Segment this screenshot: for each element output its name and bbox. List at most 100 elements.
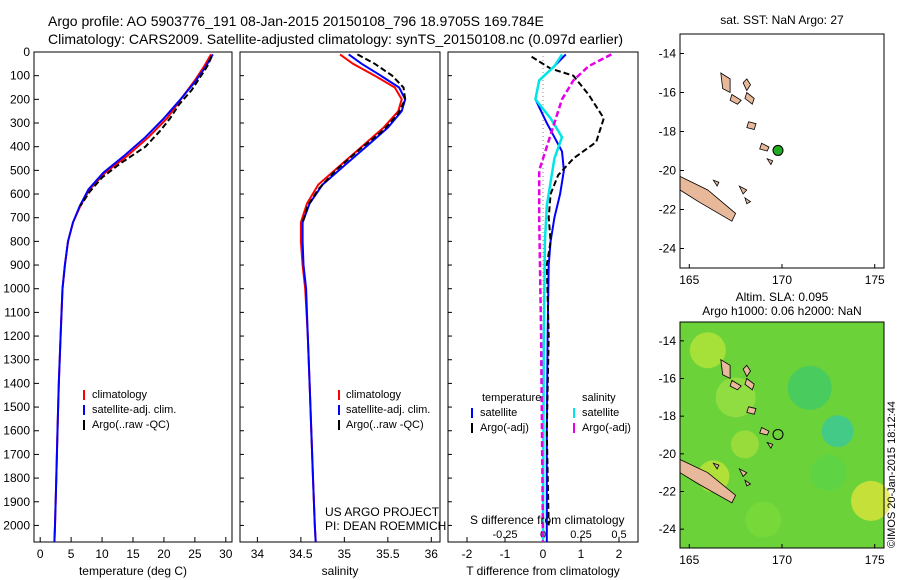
plot-frame: [33, 51, 233, 543]
diff-top-xlabel: S difference from climatology: [470, 513, 625, 527]
map-y-tick-label: -22: [659, 203, 677, 217]
land-island: [744, 196, 752, 205]
x-tick-label: 20: [157, 547, 171, 561]
y-tick-label: 700: [10, 211, 30, 225]
land-island: [759, 142, 770, 152]
map-y-tick-label: -16: [659, 372, 677, 386]
x-tick-label: 35.5: [376, 547, 400, 561]
sla-blob: [810, 454, 847, 491]
map-x-tick-label: 175: [865, 553, 885, 567]
land-island: [766, 158, 774, 166]
y-tick-label: 200: [10, 92, 30, 106]
sla-blob: [689, 332, 726, 369]
land-island: [720, 72, 731, 94]
land-island: [744, 377, 755, 391]
land-island: [712, 179, 720, 187]
y-tick-label: 400: [10, 140, 30, 154]
x-axis-label: T difference from climatology: [466, 564, 620, 578]
top-tick-label: 0.5: [611, 529, 626, 541]
legend-climatology: climatology: [346, 389, 402, 401]
y-tick-label: 1100: [4, 305, 30, 319]
temperature-panel: 0 5 10 15 20 25 30 temperature (deg C) 0 100 200 30…: [3, 45, 233, 578]
temp-argo-line: [531, 55, 605, 526]
map-x-tick-label: 175: [865, 273, 885, 287]
map-x-tick-label: 170: [772, 553, 792, 567]
x-tick-label: -2: [462, 547, 473, 561]
y-tick-label: 1000: [3, 282, 30, 296]
x-tick-label: -1: [500, 547, 511, 561]
y-tick-label: 1200: [3, 329, 30, 343]
y-tick-label: 1300: [3, 353, 30, 367]
sla-blob: [821, 415, 854, 448]
difference-panel: -2 -1 0 1 2 T difference from climatology -0.2…: [447, 51, 639, 578]
y-tick-label: 1500: [3, 400, 30, 414]
legend-sal-argo: Argo(-adj): [582, 422, 631, 434]
sla-map: 165 170 175 -14 -16 -18 -20 -22 -24 Altim. SLA: 0…: [659, 290, 898, 567]
x-tick-label: 0: [37, 547, 44, 561]
land-island: [744, 479, 752, 487]
land-island: [766, 441, 774, 450]
map-x-tick-label: 165: [679, 273, 699, 287]
land-island: [746, 406, 757, 415]
x-tick-label: 35: [338, 547, 352, 561]
y-tick-label: 300: [10, 116, 30, 130]
legend-sal-satellite: satellite: [582, 407, 619, 419]
sal-satellite-line: [534, 53, 564, 543]
sla-blob: [745, 501, 782, 538]
x-tick-label: 10: [95, 547, 109, 561]
map-y-tick-label: -24: [659, 242, 677, 256]
sla-blob: [851, 480, 892, 521]
legend-satellite: satellite-adj. clim.: [346, 404, 430, 416]
land-island: [729, 379, 742, 391]
map-y-tick-label: -24: [659, 522, 677, 536]
salinity-panel: 34 34.5 35 35.5 36 salinity climatology satelli…: [239, 51, 441, 578]
map-y-tick-label: -18: [659, 409, 677, 423]
legend-salinity-title: salinity: [582, 392, 616, 404]
sla-blob: [715, 377, 756, 418]
legend-argo: Argo(..raw -QC): [346, 419, 424, 431]
y-tick-label: 2000: [3, 518, 30, 532]
x-tick-label: 25: [188, 547, 202, 561]
map-x-tick-label: 165: [679, 553, 699, 567]
sal-argo-line: [537, 53, 612, 543]
x-tick-label: 15: [126, 547, 140, 561]
legend-satellite: satellite-adj. clim.: [92, 404, 176, 416]
land-island: [729, 93, 742, 105]
map-y-tick-label: -18: [659, 125, 677, 139]
sst-title: sat. SST: NaN Argo: 27: [720, 13, 844, 27]
map-y-tick-label: -14: [659, 47, 677, 61]
legend-argo: Argo(..raw -QC): [92, 419, 170, 431]
legend-temp-satellite: satellite: [480, 407, 517, 419]
y-tick-label: 500: [10, 163, 30, 177]
sla-blob: [730, 430, 759, 459]
argo-position-marker: [772, 144, 784, 156]
legend-temp-argo: Argo(-adj): [480, 422, 529, 434]
land-island: [746, 121, 757, 130]
x-tick-label: 0: [540, 547, 547, 561]
land-island: [742, 78, 751, 92]
top-tick-label: 0.25: [570, 529, 591, 541]
land-island: [759, 426, 770, 436]
y-tick-label: 1700: [3, 447, 30, 461]
map-y-tick-label: -20: [659, 447, 677, 461]
x-tick-label: 34.5: [289, 547, 313, 561]
x-tick-label: 5: [68, 547, 75, 561]
map-y-tick-label: -14: [659, 334, 677, 348]
x-tick-label: 30: [219, 547, 233, 561]
y-tick-label: 900: [10, 258, 30, 272]
y-tick-label: 1400: [3, 376, 30, 390]
annotation-line2: PI: DEAN ROEMMICH: [325, 519, 446, 533]
annotation-line1: US ARGO PROJECT: [325, 505, 440, 519]
map-y-tick-label: -16: [659, 86, 677, 100]
sst-map: 165 170 175 -14 -16 -18 -20 -22 -24 sat. SST: NaN…: [659, 13, 885, 287]
y-tick-label: 1900: [3, 495, 30, 509]
header-title-1: Argo profile: AO 5903776_191 08-Jan-2015…: [48, 13, 544, 29]
sla-title-1: Altim. SLA: 0.095: [736, 290, 829, 304]
satellite-line: [53, 53, 214, 543]
argo-line: [79, 56, 213, 207]
y-tick-label: 1800: [3, 471, 30, 485]
sla-title-2: Argo h1000: 0.06 h2000: NaN: [702, 304, 861, 318]
land-island: [738, 185, 748, 195]
x-tick-label: 34: [251, 547, 265, 561]
